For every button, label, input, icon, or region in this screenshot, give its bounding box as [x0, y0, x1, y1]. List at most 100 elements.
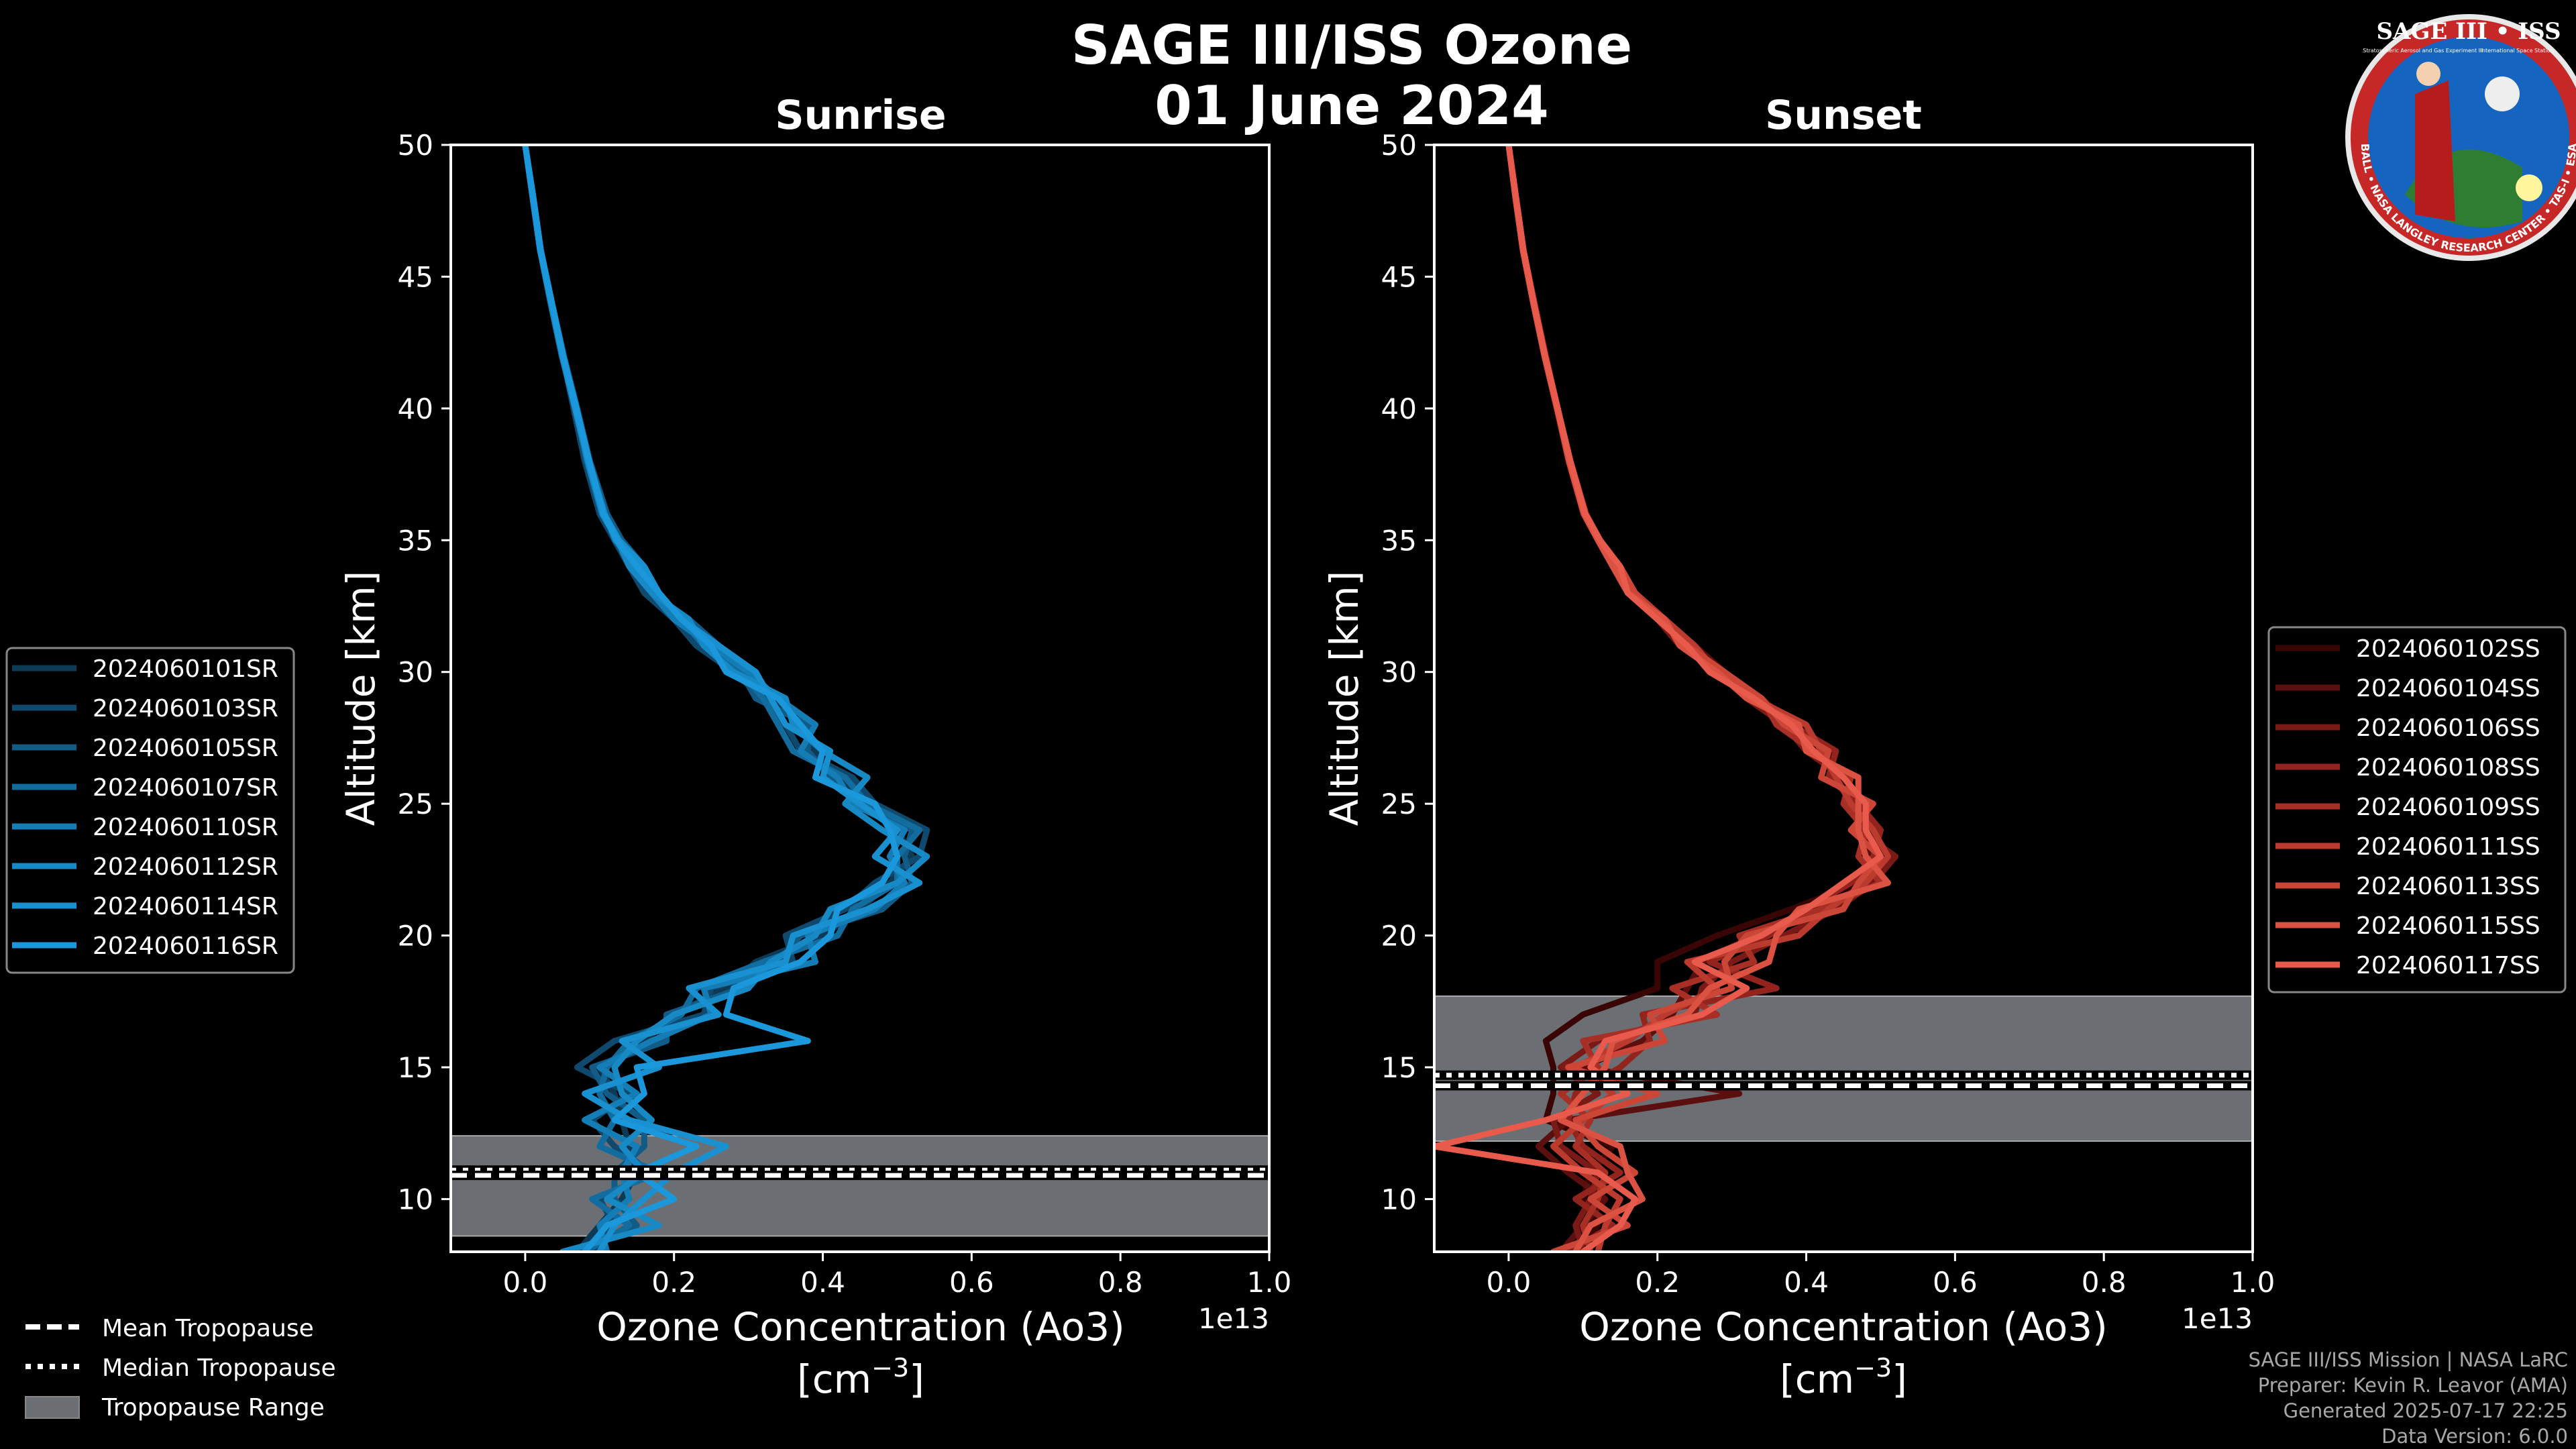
sunrise-x-axis-units: [cm−3] — [797, 1353, 924, 1402]
logo-sub-left: Stratospheric Aerosol and Gas Experiment… — [2363, 48, 2483, 54]
footer-line-4: Data Version: 6.0.0 — [2381, 1425, 2568, 1448]
profile-2024060105SR — [522, 145, 916, 1252]
ss-ytick-label: 45 — [1381, 260, 1417, 293]
profile-2024060112SR — [522, 145, 930, 1252]
legend-label-2024060115SS: 2024060115SS — [2356, 912, 2540, 940]
ss-ytick-label: 35 — [1381, 524, 1417, 557]
legend-label-2024060116SR: 2024060116SR — [93, 932, 278, 960]
sr-ytick-label: 45 — [398, 260, 433, 293]
sunset-x-axis-units: [cm−3] — [1780, 1353, 1907, 1402]
legend-label-2024060102SS: 2024060102SS — [2356, 635, 2540, 663]
sunrise-x-ticks: 0.0 0.2 0.4 0.6 0.8 1.0 — [503, 1252, 1292, 1299]
sr-ytick-label: 35 — [398, 524, 433, 557]
mean-tropopause-label: Mean Tropopause — [102, 1315, 314, 1342]
sunrise-units-exp: −3 — [871, 1353, 909, 1383]
sr-ytick-label: 50 — [398, 129, 433, 162]
figure-title-line1: SAGE III/ISS Ozone — [1071, 14, 1632, 76]
sr-xtick-label: 0.8 — [1098, 1266, 1143, 1299]
sunset-panel-title: Sunset — [1765, 92, 1922, 139]
ss-ytick-label: 10 — [1381, 1183, 1417, 1216]
sunrise-tropopause-lines — [451, 1165, 1269, 1181]
ss-xtick-label: 0.0 — [1487, 1266, 1532, 1299]
sunset-y-ticks: 10 15 20 25 30 35 40 45 50 — [1381, 129, 1434, 1216]
sunrise-plot-frame — [449, 144, 1271, 1253]
sunrise-units-prefix: [cm — [797, 1356, 871, 1402]
sr-ytick-label: 15 — [398, 1051, 433, 1084]
tropopause-legend: Mean Tropopause Median Tropopause Tropop… — [25, 1315, 336, 1421]
profile-2024060116SR — [522, 145, 900, 1252]
sunrise-x-scale-label: 1e13 — [1198, 1302, 1269, 1335]
profile-2024060103SR — [522, 145, 930, 1252]
sunset-x-scale-label: 1e13 — [2182, 1302, 2253, 1335]
sunset-profiles — [1434, 145, 1899, 1252]
legend-label-2024060111SS: 2024060111SS — [2356, 833, 2540, 861]
legend-label-2024060106SS: 2024060106SS — [2356, 714, 2540, 742]
sr-tropopause-range — [450, 1135, 1270, 1237]
ss-xtick-label: 0.6 — [1933, 1266, 1978, 1299]
ss-xtick-label: 0.2 — [1635, 1266, 1680, 1299]
profile-2024060101SR — [522, 145, 916, 1252]
legend-label-2024060117SS: 2024060117SS — [2356, 952, 2540, 979]
sr-xtick-label: 1.0 — [1247, 1266, 1292, 1299]
sr-xtick-label: 0.6 — [949, 1266, 994, 1299]
legend-label-2024060101SR: 2024060101SR — [93, 655, 278, 683]
legend-label-2024060113SS: 2024060113SS — [2356, 873, 2540, 900]
ss-ytick-label: 15 — [1381, 1051, 1417, 1084]
sr-ytick-label: 25 — [398, 788, 433, 820]
sunset-units-prefix: [cm — [1780, 1356, 1854, 1402]
ss-ytick-label: 20 — [1381, 920, 1417, 953]
sunset-units-exp: −3 — [1854, 1353, 1892, 1383]
sunset-tropopause-lines — [1434, 1070, 2253, 1091]
sr-xtick-label: 0.4 — [800, 1266, 845, 1299]
sr-ytick-label: 40 — [398, 392, 433, 425]
sunrise-x-axis-label: Ozone Concentration (Ao3) — [596, 1304, 1125, 1350]
sunset-x-axis-label: Ozone Concentration (Ao3) — [1579, 1304, 2108, 1350]
profile-2024060110SR — [522, 145, 908, 1252]
legend-label-2024060108SS: 2024060108SS — [2356, 754, 2540, 782]
sunrise-legend-frame — [5, 647, 295, 974]
sunset-plot-frame — [1433, 144, 2254, 1253]
ss-ytick-label: 50 — [1381, 129, 1417, 162]
sunset-units-suffix: ] — [1892, 1356, 1907, 1402]
footer-credits: SAGE III/ISS Mission | NASA LaRC Prepare… — [2249, 1348, 2568, 1448]
legend-label-2024060114SR: 2024060114SR — [93, 893, 278, 920]
sunset-x-ticks: 0.0 0.2 0.4 0.6 0.8 1.0 — [1487, 1252, 2275, 1299]
legend-label-2024060107SR: 2024060107SR — [93, 774, 278, 802]
ss-ytick-label: 40 — [1381, 392, 1417, 425]
tropopause-range-label: Tropopause Range — [101, 1394, 325, 1421]
profile-2024060117SS — [1434, 145, 1884, 1252]
sunrise-profiles — [522, 145, 930, 1252]
median-tropopause-label: Median Tropopause — [102, 1354, 336, 1382]
figure-title-line2: 01 June 2024 — [1155, 74, 1549, 137]
sunrise-tropopause-band — [450, 1135, 1270, 1237]
profile-2024060114SR — [522, 145, 923, 1252]
sunrise-legend: 2024060101SR 2024060103SR 2024060105SR 2024… — [5, 647, 295, 974]
sr-ytick-label: 10 — [398, 1183, 433, 1216]
tropopause-range-swatch — [25, 1396, 80, 1419]
legend-label-2024060103SR: 2024060103SR — [93, 695, 278, 722]
ss-xtick-label: 1.0 — [2231, 1266, 2275, 1299]
sr-xtick-label: 0.0 — [503, 1266, 548, 1299]
sunset-legend-frame — [2267, 626, 2567, 994]
sunset-panel: Sunset 0.0 0.2 0.4 0.6 0.8 1.0 10 15 20 25 30 35 40… — [1322, 92, 2275, 1402]
footer-line-2: Preparer: Kevin R. Leavor (AMA) — [2258, 1374, 2568, 1397]
legend-label-2024060105SR: 2024060105SR — [93, 735, 278, 762]
legend-label-2024060104SS: 2024060104SS — [2356, 675, 2540, 702]
footer-line-3: Generated 2025-07-17 22:25 — [2284, 1399, 2568, 1422]
legend-label-2024060109SS: 2024060109SS — [2356, 794, 2540, 821]
ss-ytick-label: 30 — [1381, 656, 1417, 689]
logo-sub-right: International Space Station — [2481, 48, 2554, 54]
sunset-legend: 2024060102SS 2024060104SS 2024060106SS 2024… — [2267, 626, 2567, 994]
ss-xtick-label: 0.4 — [1784, 1266, 1829, 1299]
footer-line-1: SAGE III/ISS Mission | NASA LaRC — [2249, 1348, 2568, 1371]
sunrise-y-axis-label: Altitude [km] — [338, 571, 384, 826]
sunrise-y-ticks: 10 15 20 25 30 35 40 45 50 — [398, 129, 451, 1216]
profile-2024060107SR — [522, 145, 923, 1252]
sunrise-panel: Sunrise 0.0 0.2 0.4 0.6 0.8 1.0 10 15 20 25 30 35 4… — [338, 92, 1291, 1402]
sunset-y-axis-label: Altitude [km] — [1322, 571, 1367, 826]
sage-iii-iss-logo: SAGE III • ISS Stratospheric Aerosol and… — [2345, 14, 2576, 261]
logo-title: SAGE III • ISS — [2376, 18, 2561, 45]
sr-ytick-label: 20 — [398, 920, 433, 953]
legend-label-2024060110SR: 2024060110SR — [93, 814, 278, 841]
